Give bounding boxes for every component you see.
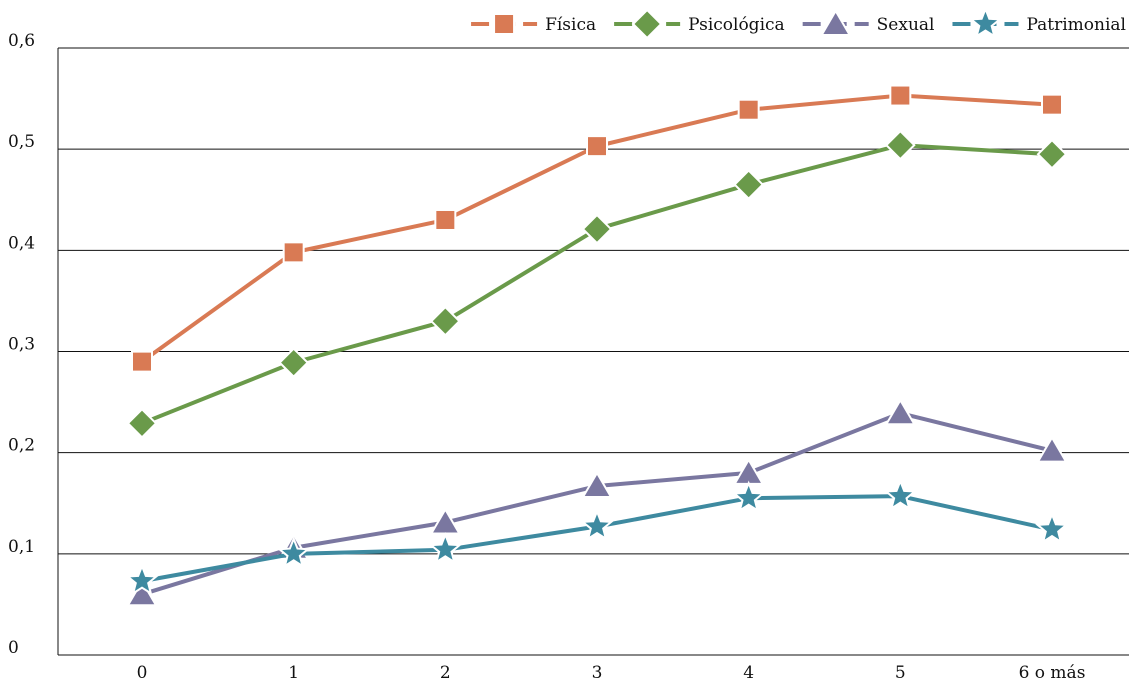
y-tick-label: 0,4: [8, 233, 35, 253]
series-física: [131, 84, 1063, 373]
data-point: [1041, 93, 1063, 116]
data-point: [884, 129, 916, 161]
data-point: [1035, 511, 1069, 544]
legend-item-sexual: Sexual: [802, 9, 935, 36]
legend-marker: [631, 8, 663, 40]
legend-label: Física: [545, 15, 596, 35]
x-tick-label: 2: [440, 663, 451, 681]
data-point: [731, 480, 766, 513]
data-point: [429, 305, 461, 337]
y-tick-label: 0,6: [8, 31, 35, 51]
x-axis-tick-labels: 0 1 2 3 4 5 6 o más: [137, 663, 1086, 681]
y-axis-tick-labels: 0 0,1 0,2 0,3 0,4 0,5 0,6: [8, 31, 35, 658]
data-point: [733, 169, 765, 200]
legend-item-psicológica: Psicológica: [614, 8, 785, 40]
data-point: [434, 208, 457, 231]
series-line: [141, 143, 1053, 426]
data-point: [131, 350, 153, 373]
y-tick-label: 0,2: [8, 436, 35, 456]
series-line: [141, 411, 1053, 597]
x-tick-label: 4: [743, 663, 754, 681]
legend-item-física: Física: [471, 13, 596, 35]
legend-marker: [493, 13, 516, 35]
series-psicológica: [126, 129, 1068, 439]
data-point: [125, 563, 159, 596]
y-tick-label: 0,1: [8, 537, 35, 557]
data-point: [581, 213, 613, 245]
series-lines: [125, 84, 1069, 607]
data-point: [889, 84, 912, 107]
x-tick-label: 5: [895, 663, 906, 681]
data-point: [737, 98, 760, 121]
legend: Física Psicológica Sexual Patrimonial: [471, 6, 1126, 40]
data-point: [282, 241, 305, 264]
legend-label: Sexual: [877, 15, 935, 35]
x-tick-label: 6 o más: [1019, 663, 1086, 681]
y-tick-label: 0,3: [8, 335, 35, 355]
legend-label: Patrimonial: [1026, 15, 1126, 35]
data-point: [581, 471, 613, 499]
data-point: [276, 536, 311, 569]
legend-label: Psicológica: [688, 15, 785, 35]
legend-marker: [819, 9, 852, 36]
x-tick-label: 0: [137, 663, 148, 681]
legend-marker: [968, 6, 1003, 39]
data-point: [278, 347, 310, 379]
data-point: [883, 478, 918, 511]
legend-item-patrimonial: Patrimonial: [952, 6, 1126, 39]
series-patrimonial: [125, 478, 1069, 596]
data-point: [884, 398, 917, 426]
x-tick-label: 1: [288, 663, 299, 681]
data-point: [586, 135, 608, 158]
data-point: [126, 407, 158, 439]
data-point: [1036, 435, 1068, 463]
x-tick-label: 3: [592, 663, 603, 681]
y-tick-label: 0,5: [8, 132, 35, 152]
data-point: [580, 508, 614, 541]
data-point: [1036, 138, 1068, 170]
data-point: [428, 532, 463, 565]
y-tick-label: 0: [8, 638, 19, 658]
